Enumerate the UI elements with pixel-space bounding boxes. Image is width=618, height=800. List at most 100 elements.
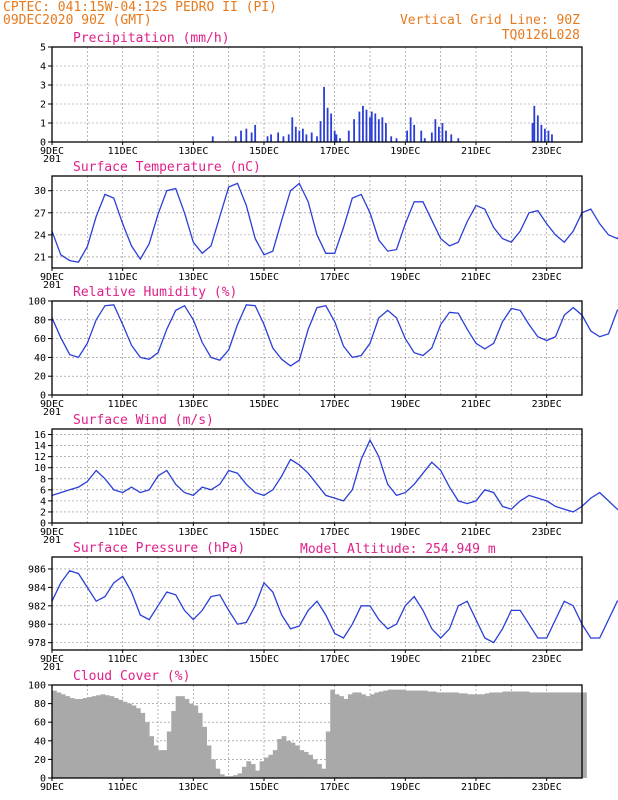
y-tick-label: 30 — [34, 186, 46, 197]
cloud-bar — [542, 692, 548, 778]
precip-bar — [291, 117, 294, 142]
header-location: CPTEC: 041:15W-04:12S PEDRO II (PI) — [3, 0, 277, 15]
x-tick-label: 21DEC — [461, 527, 491, 538]
panel-title: Cloud Cover (%) — [73, 669, 190, 684]
cloud-bar — [153, 745, 159, 778]
cloud-bar — [374, 692, 380, 778]
x-tick-label: 11DEC — [108, 146, 138, 157]
x-tick-label: 13DEC — [178, 399, 208, 410]
panel-1: 21 24 27 30 9DEC 11DEC 13DEC 15DEC 17DEC 19DEC 21D… — [34, 160, 618, 291]
cloud-bar — [378, 691, 384, 778]
panel-title: Surface Pressure (hPa) — [73, 541, 245, 556]
cloud-bar — [215, 768, 221, 778]
x-tick-label: 15DEC — [249, 399, 279, 410]
cloud-bar — [100, 694, 106, 778]
x-tick-label: 15DEC — [249, 146, 279, 157]
y-tick-label: 0 — [40, 391, 46, 402]
cloud-bar — [290, 742, 296, 778]
precip-bar — [347, 130, 350, 142]
cloud-bar — [321, 768, 327, 778]
year-marker: 201 — [43, 154, 61, 165]
precip-bar — [365, 109, 368, 142]
header-code: TQ0126L028 — [502, 28, 580, 43]
cloud-bar — [431, 691, 437, 778]
cloud-bar — [69, 698, 75, 778]
cloud-bar — [409, 690, 415, 778]
y-tick-label: 6 — [40, 485, 46, 496]
precip-bar — [270, 134, 272, 142]
y-tick-label: 986 — [28, 564, 46, 575]
cloud-bar — [330, 689, 336, 778]
x-tick-label: 11DEC — [108, 654, 138, 665]
y-tick-label: 27 — [34, 208, 46, 219]
x-tick-label: 21DEC — [461, 399, 491, 410]
y-tick-label: 14 — [34, 441, 46, 452]
x-tick-label: 15DEC — [249, 654, 279, 665]
precip-bar — [240, 130, 242, 142]
x-tick-label: 19DEC — [390, 399, 420, 410]
y-tick-label: 1 — [40, 119, 46, 130]
y-tick-label: 2 — [40, 507, 46, 518]
y-tick-label: 0 — [40, 774, 46, 785]
x-tick-label: 13DEC — [178, 527, 208, 538]
cloud-bar — [277, 738, 283, 778]
cloud-bar — [224, 776, 230, 778]
cloud-bar — [551, 692, 556, 778]
cloud-bar — [400, 689, 406, 778]
cloud-bar — [171, 711, 177, 778]
x-tick-label: 11DEC — [108, 527, 138, 538]
x-tick-label: 13DEC — [178, 146, 208, 157]
precip-bar — [245, 128, 248, 142]
cloud-bar — [559, 692, 565, 778]
y-tick-label: 80 — [34, 315, 46, 326]
cloud-bar — [445, 692, 450, 778]
cloud-bar — [449, 692, 455, 778]
x-tick-label: 15DEC — [249, 782, 279, 793]
cloud-bar — [537, 692, 543, 778]
cloud-bar — [414, 690, 419, 778]
x-tick-label: 11DEC — [108, 272, 138, 283]
cloud-bar — [303, 751, 309, 778]
cloud-bar — [60, 694, 66, 778]
x-tick-label: 11DEC — [108, 782, 138, 793]
precip-bar — [544, 128, 546, 142]
cloud-bar — [361, 694, 366, 778]
precip-bar — [409, 117, 412, 142]
cloud-bar — [250, 764, 256, 778]
cloud-bar — [396, 689, 402, 778]
cloud-bar — [568, 692, 574, 778]
precip-bar — [326, 107, 329, 142]
cloud-bar — [264, 757, 269, 778]
x-tick-label: 13DEC — [178, 272, 208, 283]
precip-bar — [282, 136, 285, 142]
cloud-bar — [325, 731, 331, 778]
series-line — [51, 182, 618, 263]
precip-bar — [390, 136, 393, 142]
cloud-bar — [144, 722, 150, 778]
precip-bar — [445, 130, 447, 142]
precip-bar — [277, 132, 280, 142]
y-tick-label: 80 — [34, 699, 46, 710]
x-tick-label: 15DEC — [249, 272, 279, 283]
x-tick-label: 19DEC — [390, 654, 420, 665]
y-tick-label: 60 — [34, 334, 46, 345]
x-tick-label: 19DEC — [390, 527, 420, 538]
y-tick-label: 5 — [40, 43, 46, 54]
cloud-bar — [533, 692, 539, 778]
header-date: 09DEC2020 90Z (GMT) — [3, 13, 152, 28]
x-tick-label: 19DEC — [390, 782, 420, 793]
precip-bar — [330, 113, 333, 142]
precip-bar — [250, 132, 253, 142]
cloud-bar — [149, 736, 154, 778]
year-marker: 201 — [43, 662, 61, 673]
y-tick-label: 12 — [34, 452, 46, 463]
cloud-bar — [339, 696, 344, 778]
precip-bar — [438, 126, 440, 142]
cloud-bar — [440, 692, 446, 778]
precip-bar — [551, 134, 553, 142]
cloud-bar — [312, 759, 318, 778]
precip-bar — [533, 105, 536, 142]
y-tick-label: 20 — [34, 372, 46, 383]
precip-bar — [395, 138, 398, 142]
